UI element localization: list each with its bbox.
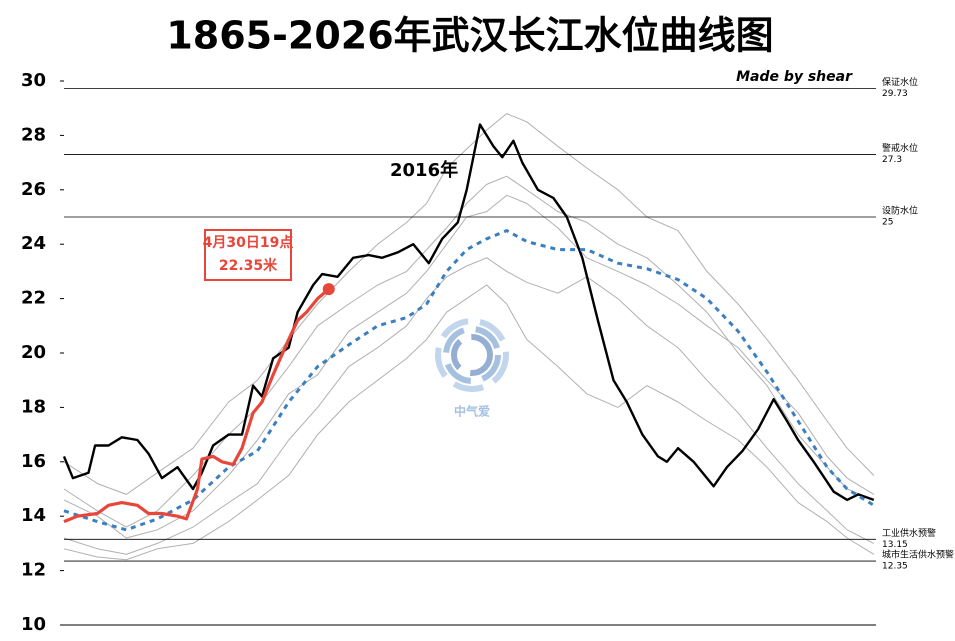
annotation: 2016年 [390,159,458,181]
watermark-ring [443,326,501,384]
y-tick-label: 12 [21,560,46,581]
y-tick-label: 10 [21,614,46,635]
series-line [63,194,875,539]
end-point [322,283,335,296]
series-line [63,287,330,524]
y-tick-label: 18 [21,396,46,417]
series-line [63,257,875,555]
reference-label: 城市生活供水预警 [882,549,954,561]
watermark: 中气爱 [435,318,509,419]
reference-value: 27.3 [882,155,902,165]
reference-value: 29.73 [882,89,908,99]
credit: Made by shear [736,69,853,85]
annotation: 22.35米 [219,257,278,274]
y-tick-label: 26 [21,179,46,200]
series-line [63,175,874,528]
reference-label: 保证水位 [882,76,918,88]
watermark-ring [451,334,493,376]
y-tick-label: 14 [21,505,46,526]
reference-label: 工业供水预警 [882,527,936,539]
reference-label: 设防水位 [882,205,918,217]
y-tick-label: 16 [21,451,46,472]
series-line [63,284,875,561]
watermark-ring [435,318,509,392]
annotation-box [204,229,292,281]
reference-value: 13.15 [882,540,908,550]
annotation: 4月30日19点 [203,234,294,251]
y-tick-label: 22 [21,288,46,309]
reference-label: 警戒水位 [882,142,918,154]
y-tick-label: 28 [21,124,46,145]
y-tick-label: 30 [21,70,46,91]
watermark-text: 中气爱 [454,404,490,419]
chart-title: 1865-2026年武汉长江水位曲线图 [166,14,773,58]
reference-value: 25 [882,218,893,228]
y-tick-label: 20 [21,342,46,363]
series-line [63,229,875,532]
reference-value: 12.35 [882,562,908,572]
y-tick-label: 24 [21,233,46,254]
series-line [62,123,875,502]
